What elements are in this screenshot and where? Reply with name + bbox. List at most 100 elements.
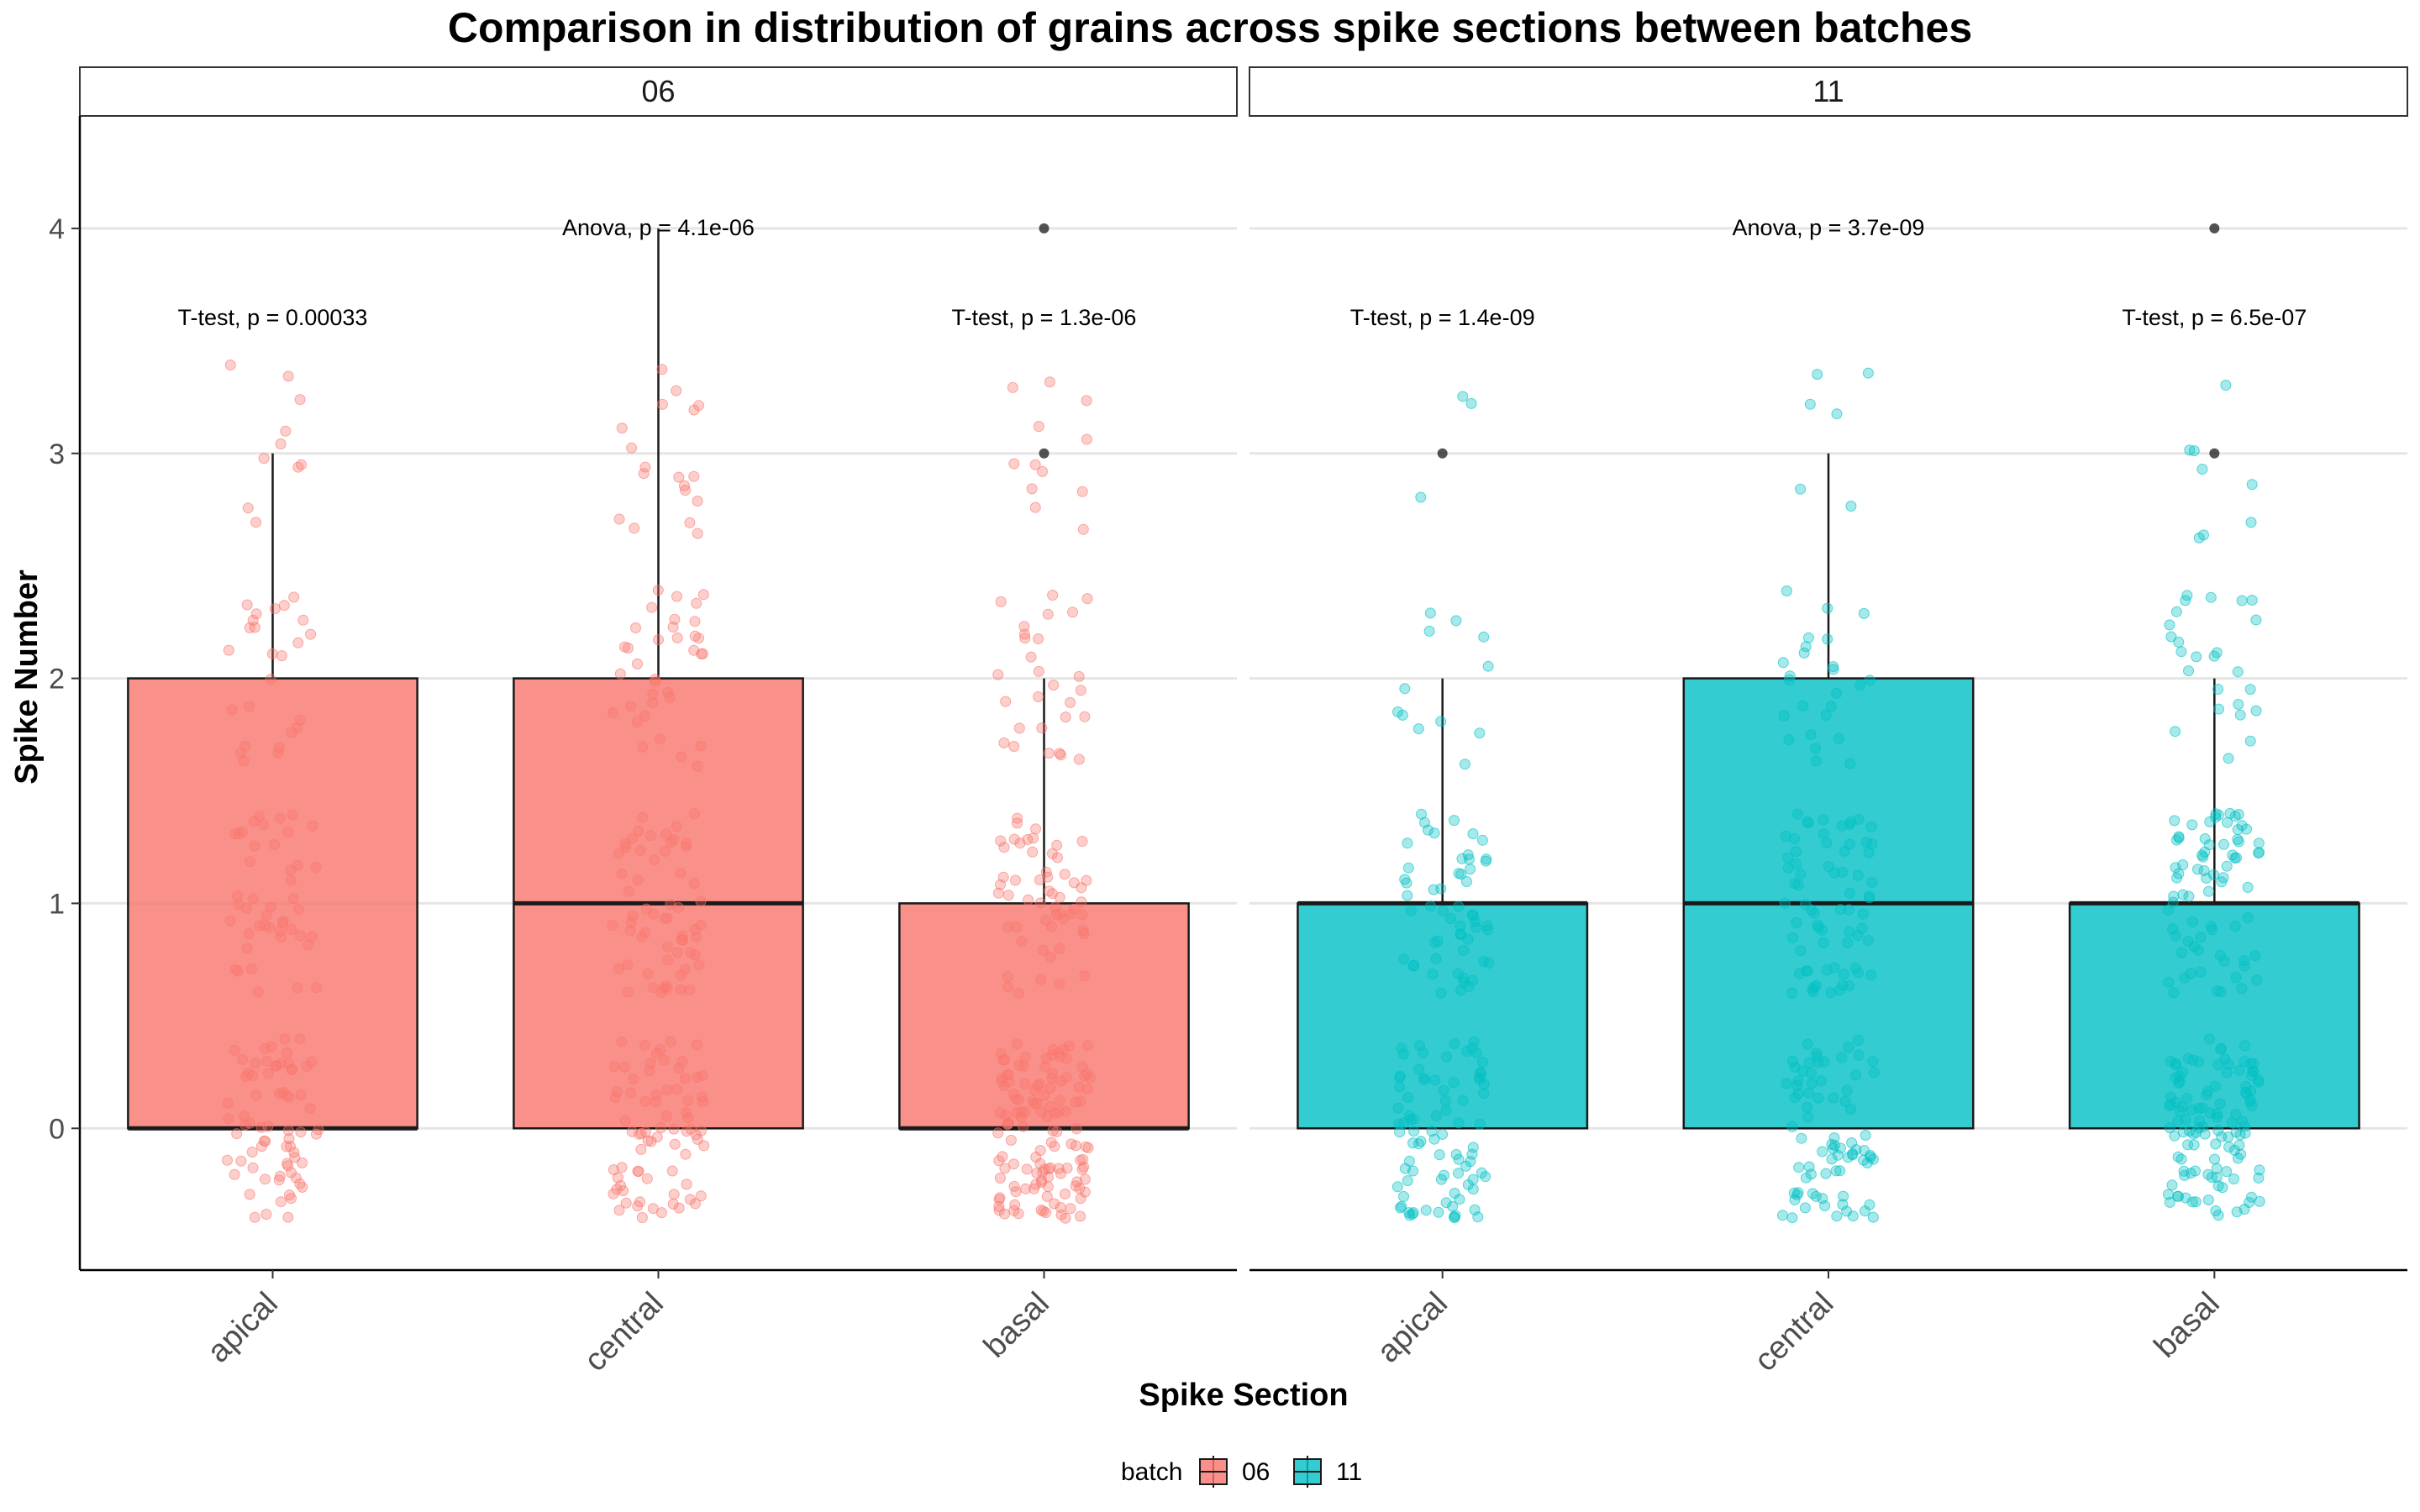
jitter-point — [1817, 1146, 1828, 1158]
jitter-point — [1065, 1203, 1076, 1215]
jitter-point — [671, 385, 682, 396]
jitter-point — [1081, 1068, 1093, 1079]
y-tick-label: 1 — [49, 888, 65, 920]
jitter-point — [609, 1092, 621, 1103]
jitter-point — [1462, 933, 1474, 945]
jitter-point — [1071, 1176, 1083, 1188]
jitter-point — [677, 934, 688, 946]
jitter-point — [995, 835, 1007, 847]
jitter-point — [2204, 816, 2216, 827]
jitter-point — [1009, 1199, 1021, 1210]
jitter-point — [2219, 1053, 2231, 1065]
facet-panels: 06 0 1 2 3 4 apical central basal T-test, p = 0.0… — [49, 66, 2408, 1378]
jitter-point — [1465, 864, 1476, 875]
jitter-point — [667, 1198, 679, 1210]
jitter-point — [1482, 924, 1493, 936]
jitter-point — [245, 1117, 255, 1129]
legend: batch 06 11 — [1121, 1456, 1362, 1488]
jitter-points-06-apical — [222, 360, 324, 1223]
jitter-point — [2232, 666, 2244, 678]
jitter-point — [250, 517, 262, 528]
jitter-point — [2209, 1153, 2220, 1165]
jitter-point — [673, 471, 685, 483]
jitter-point — [1818, 937, 1829, 948]
jitter-point — [226, 704, 238, 716]
jitter-point — [656, 398, 668, 410]
jitter-point — [671, 591, 682, 602]
jitter-point — [1081, 1084, 1093, 1095]
jitter-point — [1455, 984, 1467, 996]
jitter-point — [1021, 1163, 1033, 1175]
jitter-point — [1073, 670, 1085, 682]
jitter-point — [250, 1058, 261, 1069]
jitter-point — [244, 622, 255, 633]
jitter-point — [1075, 1154, 1086, 1166]
jitter-point — [636, 1212, 648, 1223]
jitter-point — [302, 939, 314, 951]
jitter-point — [1044, 951, 1056, 963]
jitter-point — [642, 1135, 654, 1147]
jitter-point — [1842, 937, 1854, 948]
jitter-point — [1005, 1134, 1017, 1146]
jitter-point — [260, 1173, 271, 1185]
jitter-point — [2238, 1056, 2250, 1068]
jitter-point — [2244, 1058, 2256, 1069]
stat-annotation: Anova, p = 3.7e-09 — [1733, 215, 1925, 240]
y-tick-label: 3 — [49, 438, 65, 470]
jitter-point — [1857, 908, 1869, 920]
jitter-point — [2217, 872, 2229, 884]
jitter-point — [1449, 1210, 1461, 1221]
jitter-point — [1033, 633, 1044, 644]
jitter-point — [1844, 819, 1855, 830]
facet-panel-11: 11 apical central basal T-test, p = 1.4e-09 A… — [1249, 66, 2408, 1378]
jitter-point — [1825, 987, 1837, 999]
jitter-point — [665, 899, 676, 911]
jitter-point — [1014, 837, 1026, 849]
jitter-point — [1081, 395, 1092, 407]
jitter-point — [1802, 1101, 1813, 1113]
jitter-point — [1430, 953, 1442, 964]
jitter-point — [607, 920, 618, 932]
jitter-point — [1793, 1162, 1805, 1173]
jitter-point — [1075, 685, 1086, 696]
jitter-point — [1018, 1060, 1029, 1072]
jitter-point — [2214, 1098, 2226, 1110]
jitter-point — [631, 717, 643, 728]
jitter-point — [1012, 1038, 1023, 1050]
jitter-point — [1794, 968, 1805, 979]
facet-strip — [79, 66, 1238, 117]
jitter-point — [252, 986, 264, 998]
jitter-point — [1820, 709, 1832, 721]
jitter-point — [269, 839, 280, 851]
jitter-point — [2182, 936, 2194, 947]
jitter-point — [2170, 726, 2181, 738]
jitter-point — [691, 1039, 702, 1051]
jitter-point — [2246, 1100, 2258, 1111]
jitter-point — [249, 840, 260, 852]
jitter-point — [2232, 1152, 2244, 1164]
jitter-point — [1783, 674, 1795, 685]
jitter-point — [292, 982, 303, 994]
jitter-point — [1863, 935, 1874, 946]
jitter-point — [1795, 483, 1807, 495]
jitter-point — [295, 1089, 307, 1100]
jitter-point — [2165, 631, 2177, 643]
jitter-point — [2253, 1076, 2264, 1088]
jitter-point — [2202, 1194, 2214, 1205]
jitter-point — [1810, 1190, 1822, 1202]
jitter-point — [608, 1188, 619, 1200]
jitter-point — [1435, 1173, 1447, 1185]
jitter-point — [1007, 381, 1018, 393]
jitter-point — [684, 984, 696, 996]
jitter-point — [1054, 748, 1065, 759]
jitter-point — [2205, 591, 2217, 603]
jitter-point — [244, 1189, 255, 1200]
jitter-point — [282, 1211, 294, 1223]
jitter-point — [673, 902, 684, 913]
jitter-points-06-central — [607, 364, 710, 1223]
jitter-point — [1796, 1132, 1807, 1144]
jitter-point — [249, 1211, 260, 1223]
jitter-point — [1437, 1128, 1449, 1140]
jitter-point — [283, 1133, 295, 1145]
jitter-point — [995, 596, 1007, 607]
